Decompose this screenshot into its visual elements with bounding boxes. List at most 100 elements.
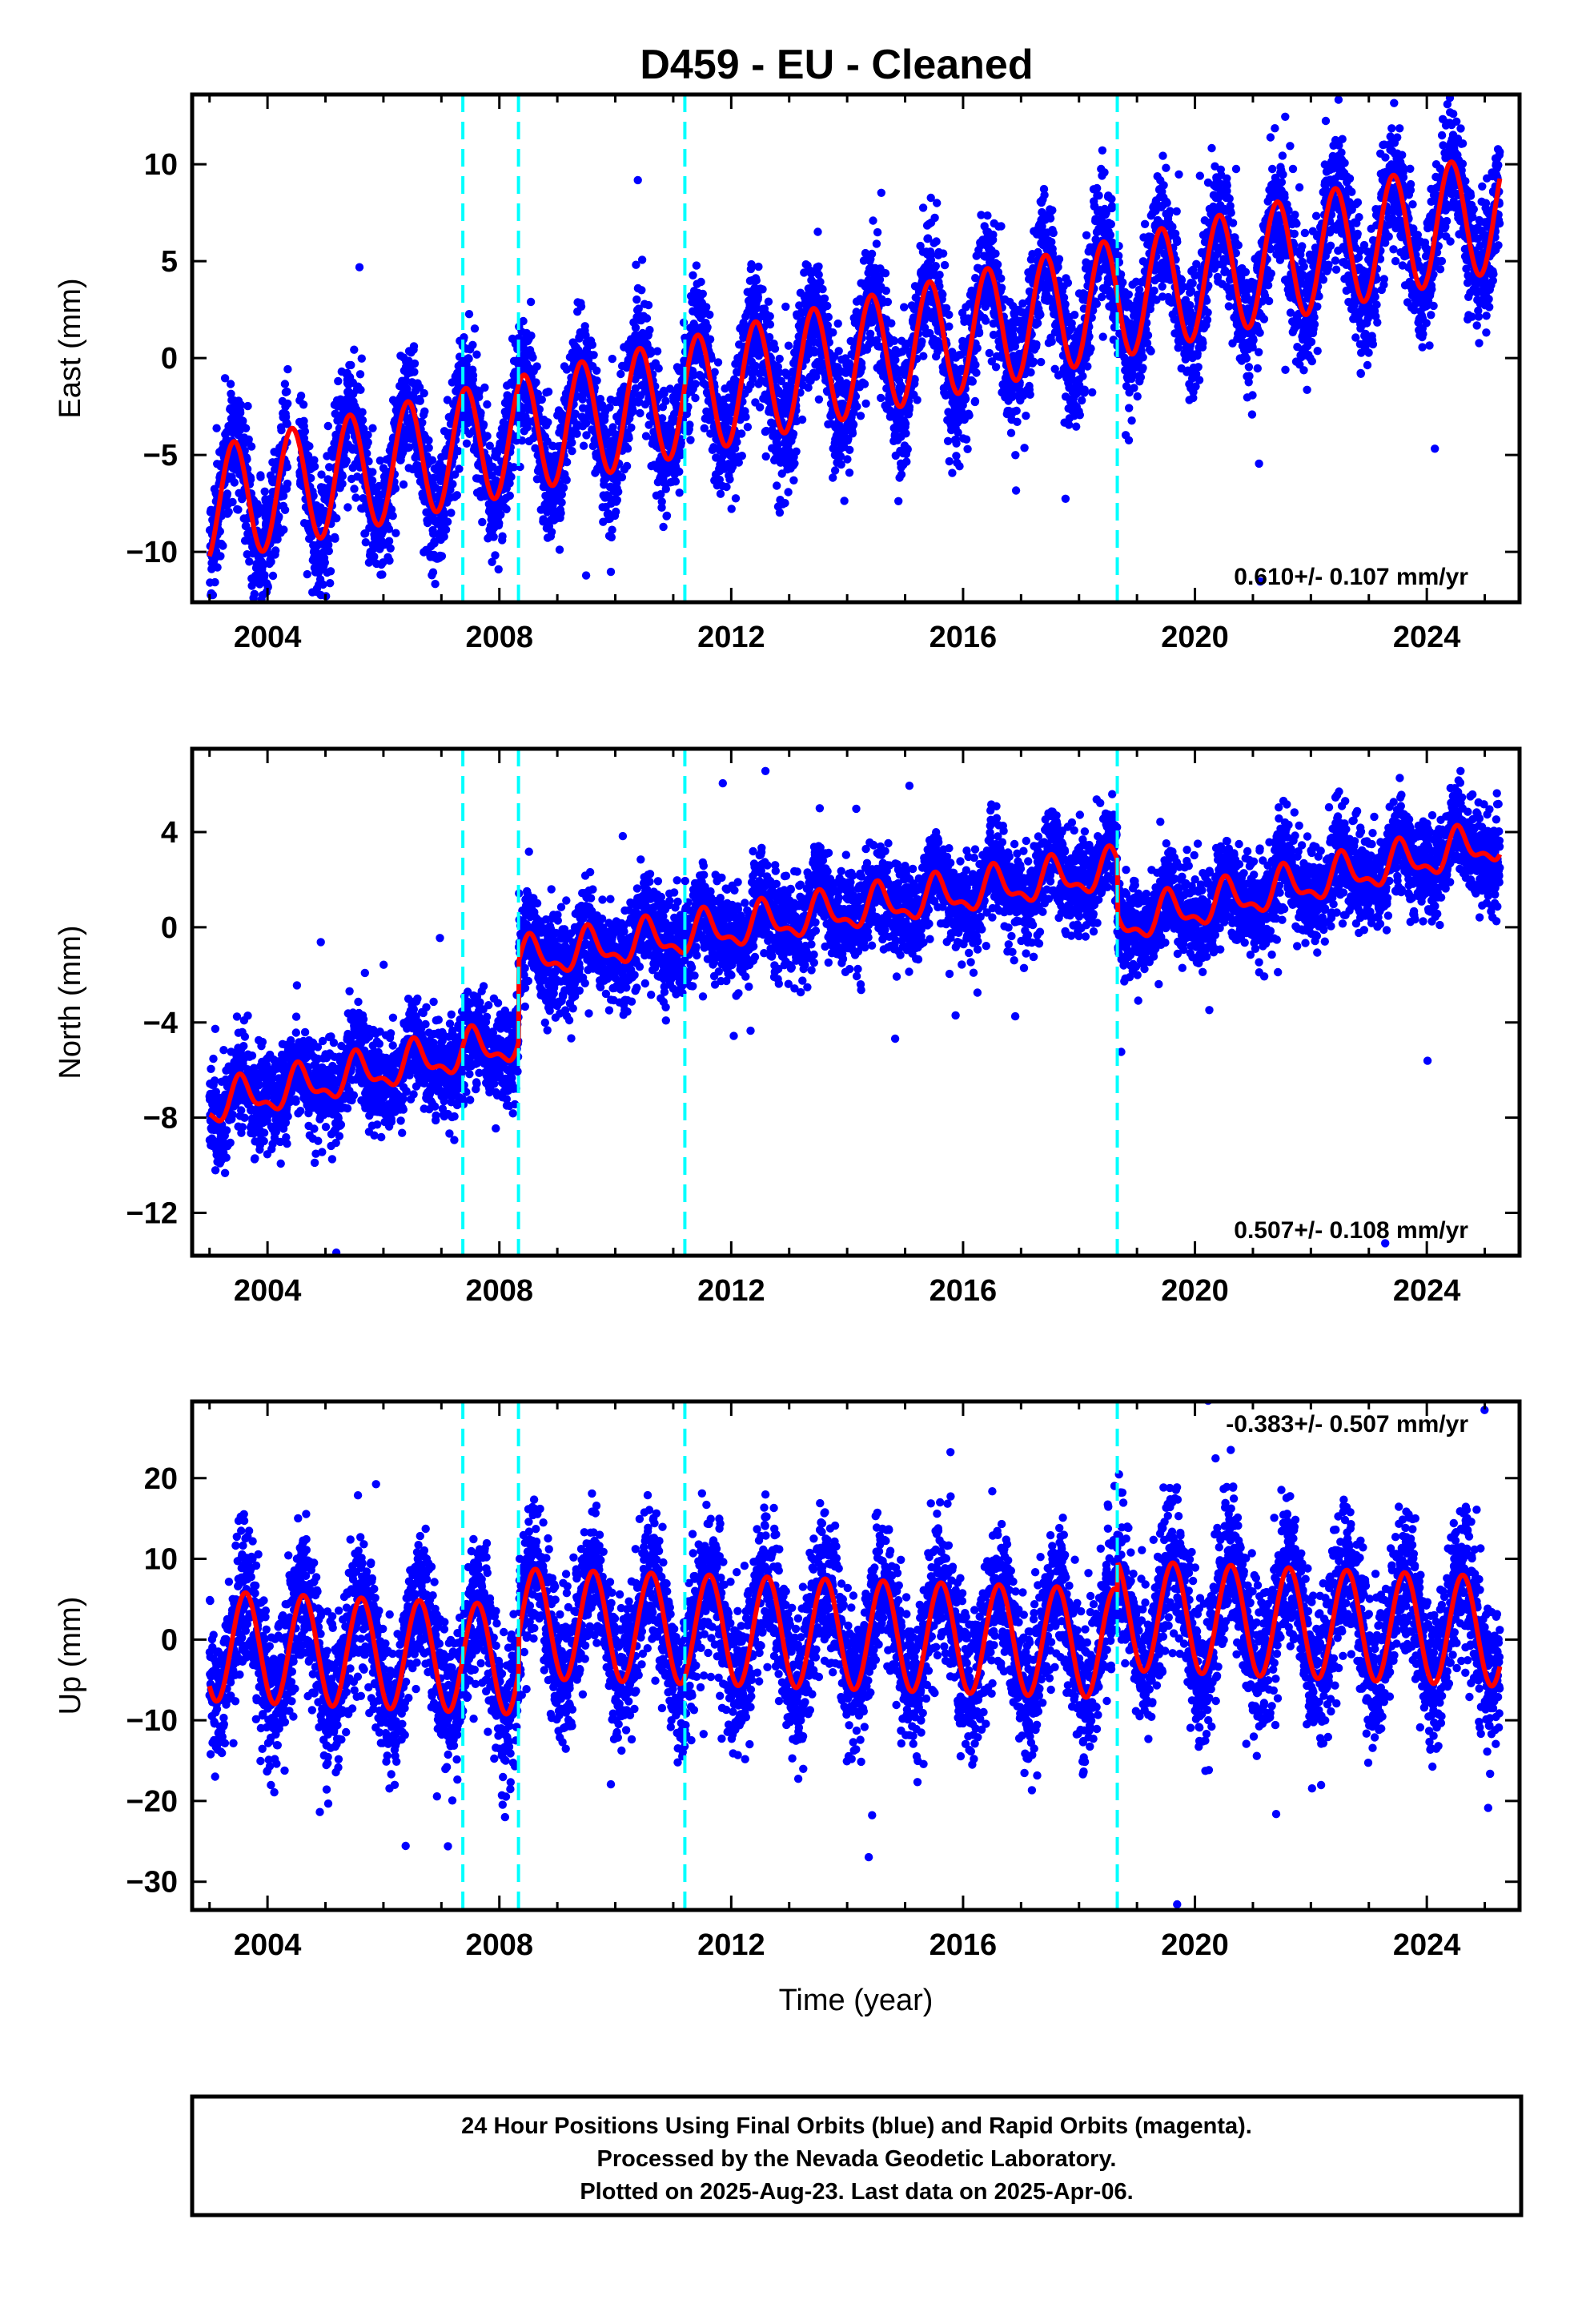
data-point — [1040, 191, 1049, 199]
data-point — [242, 521, 251, 530]
data-point — [332, 514, 341, 523]
data-point — [797, 415, 807, 424]
data-point — [305, 442, 314, 451]
data-point — [378, 570, 387, 579]
data-point — [532, 362, 541, 371]
data-point — [556, 509, 565, 517]
data-point — [464, 310, 474, 319]
data-point — [580, 322, 589, 331]
data-point — [375, 481, 383, 491]
data-point — [689, 271, 697, 279]
data-point — [350, 485, 359, 493]
data-point — [749, 375, 757, 384]
data-point — [607, 533, 616, 542]
data-point — [754, 262, 763, 271]
data-point — [303, 451, 313, 460]
data-point — [631, 324, 640, 332]
data-point — [901, 419, 910, 428]
data-point — [930, 213, 939, 223]
data-point — [633, 175, 642, 185]
data-point — [491, 551, 500, 560]
data-point — [432, 607, 440, 615]
data-point — [247, 442, 256, 451]
data-point — [1054, 263, 1062, 271]
data-point — [243, 401, 252, 411]
data-point — [582, 419, 591, 428]
data-point — [228, 497, 237, 507]
data-point — [388, 512, 397, 521]
data-point — [379, 558, 387, 567]
data-point — [452, 491, 461, 500]
data-point — [220, 374, 230, 383]
data-point — [829, 473, 837, 482]
data-point — [716, 489, 725, 498]
data-point — [224, 508, 233, 517]
data-point — [747, 259, 756, 269]
data-point — [961, 394, 970, 404]
data-point — [686, 436, 695, 444]
data-point — [606, 567, 616, 577]
data-point — [867, 249, 877, 259]
data-point — [488, 557, 496, 566]
data-point — [483, 400, 492, 409]
data-point — [622, 461, 632, 471]
data-point — [608, 525, 616, 534]
data-point — [872, 239, 881, 248]
data-point — [702, 303, 711, 312]
data-point — [371, 653, 379, 661]
data-point — [881, 269, 890, 278]
data-point — [303, 569, 311, 579]
data-point — [616, 369, 625, 379]
data-point — [527, 332, 536, 340]
data-point — [489, 533, 498, 541]
data-point — [343, 503, 352, 512]
data-point — [656, 490, 665, 499]
data-point — [223, 489, 232, 498]
data-point — [259, 559, 267, 569]
data-point — [952, 439, 961, 448]
data-point — [505, 479, 514, 488]
data-point — [268, 571, 278, 581]
data-point — [985, 348, 994, 358]
data-point — [387, 505, 396, 514]
data-point — [324, 541, 333, 549]
data-point — [370, 552, 379, 561]
data-point — [323, 421, 332, 431]
data-point — [824, 312, 833, 322]
data-point — [250, 589, 259, 598]
data-point — [441, 525, 451, 534]
data-point — [661, 485, 670, 493]
data-point — [280, 505, 290, 514]
data-point — [588, 340, 596, 349]
data-point — [562, 476, 571, 485]
data-point — [271, 546, 280, 555]
data-point — [973, 344, 982, 352]
data-point — [363, 449, 371, 458]
data-point — [358, 416, 367, 424]
data-point — [283, 387, 291, 396]
data-point — [919, 352, 928, 360]
data-point — [727, 505, 736, 513]
data-point — [741, 412, 750, 421]
data-point — [358, 408, 367, 416]
data-point — [355, 263, 364, 271]
data-point — [483, 432, 492, 440]
data-point — [983, 211, 992, 220]
data-point — [830, 466, 840, 475]
data-point — [409, 342, 419, 351]
data-point — [848, 429, 857, 438]
data-point — [918, 203, 928, 212]
data-point — [765, 312, 774, 321]
data-point — [260, 487, 269, 496]
data-point — [1032, 340, 1041, 349]
data-point — [246, 475, 255, 484]
data-point — [420, 407, 429, 416]
data-point — [279, 492, 288, 501]
data-point — [576, 302, 586, 311]
data-point — [608, 423, 617, 432]
data-point — [758, 285, 767, 294]
data-point — [997, 274, 1006, 283]
data-point — [932, 237, 941, 246]
data-point — [753, 292, 762, 302]
